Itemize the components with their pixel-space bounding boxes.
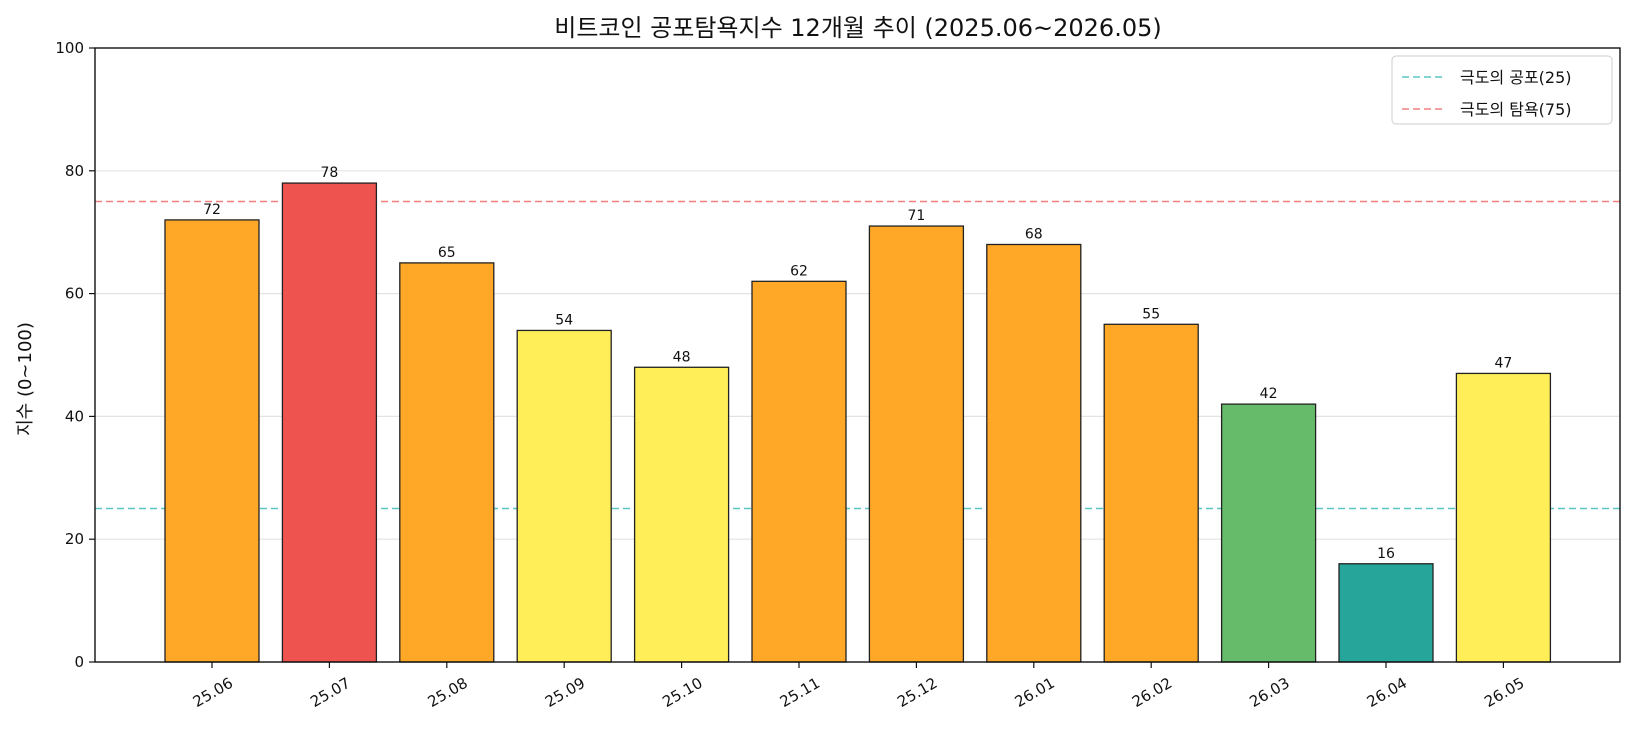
bar-value-label: 48: [673, 349, 691, 365]
bar-value-label: 54: [555, 312, 573, 328]
bar: [281, 182, 378, 663]
legend-label: 극도의 탐욕(75): [1460, 100, 1572, 119]
bar: [868, 225, 965, 663]
x-tick-label: 25.06: [190, 674, 236, 711]
x-tick-label: 25.07: [307, 674, 353, 711]
legend-label: 극도의 공포(25): [1460, 68, 1572, 87]
x-tick-label: 26.02: [1129, 674, 1175, 711]
legend-box: [1391, 55, 1613, 125]
y-tick-label: 80: [65, 162, 84, 180]
bar: [164, 219, 260, 663]
bar-value-label: 68: [1025, 226, 1043, 242]
x-tick-label: 26.04: [1364, 674, 1410, 711]
legend: 극도의 공포(25) 극도의 탐욕(75): [1391, 55, 1613, 125]
bar-value-label: 78: [320, 165, 338, 181]
y-tick-label: 40: [65, 407, 84, 425]
y-axis-label: 지수 (0~100): [15, 322, 36, 436]
bar: [1455, 372, 1552, 663]
x-tick-label: 25.10: [659, 674, 705, 711]
x-tick-label: 26.01: [1012, 674, 1058, 711]
y-tick-label: 100: [55, 39, 84, 57]
bar-value-label: 62: [790, 263, 808, 279]
x-tick-label: 25.08: [425, 674, 471, 711]
bar-value-label: 72: [203, 202, 221, 218]
bar: [1338, 563, 1434, 663]
bar: [633, 366, 730, 663]
bar: [399, 262, 495, 663]
bar: [751, 280, 847, 663]
bar-value-label: 47: [1494, 355, 1512, 371]
bar: [516, 329, 612, 663]
plot-frame: [94, 47, 1621, 663]
x-tick-label: 25.09: [542, 674, 588, 711]
bar: [1220, 403, 1317, 663]
bars: [164, 182, 1552, 663]
bar-value-label: 16: [1377, 546, 1395, 562]
bar: [986, 243, 1082, 663]
bar-value-label: 42: [1260, 386, 1278, 402]
x-tick-label: 26.03: [1246, 674, 1292, 711]
x-tick-label: 25.12: [894, 674, 940, 711]
x-tick-label: 25.11: [777, 674, 823, 711]
bar-labels: 72 78 65 54 48 62 71 68 55 42 16 47: [203, 165, 1512, 562]
chart-title: 비트코인 공포탐욕지수 12개월 추이 (2025.06~2026.05): [554, 14, 1162, 42]
x-tick-label: 26.05: [1481, 674, 1527, 711]
bar-value-label: 55: [1142, 306, 1160, 322]
y-tick-label: 0: [74, 653, 84, 671]
bar-value-label: 71: [907, 208, 925, 224]
bar-value-label: 65: [438, 245, 456, 261]
y-tick-label: 20: [65, 530, 84, 548]
bar: [1103, 323, 1199, 663]
y-tick-label: 60: [65, 285, 84, 303]
